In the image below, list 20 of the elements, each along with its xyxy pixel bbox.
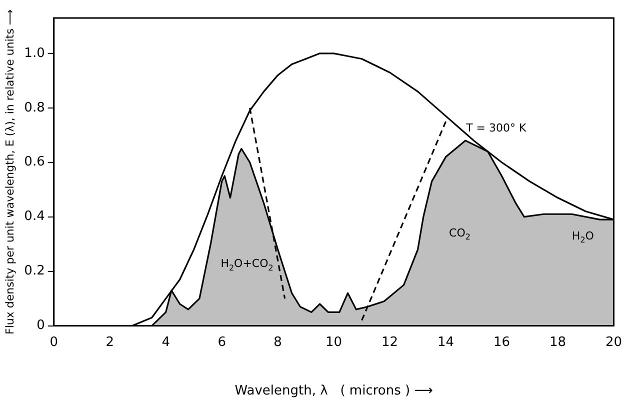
x-tick-label: 14 (438, 334, 454, 350)
x-tick-label: 18 (549, 334, 566, 350)
y-tick-label: 0.6 (24, 154, 45, 170)
x-tick-label: 0 (50, 334, 58, 350)
y-tick-label: 0.2 (24, 264, 45, 279)
x-tick-label: 2 (106, 334, 114, 350)
x-tick-label: 12 (382, 334, 398, 350)
x-tick-label: 20 (605, 334, 622, 350)
x-tick-label: 8 (274, 334, 282, 350)
x-tick-label: 6 (218, 334, 226, 350)
y-tick-label: 0.4 (24, 209, 45, 224)
x-axis-title: Wavelength, λ ( microns ) ⟶ (234, 384, 433, 399)
x-tick-label: 10 (326, 334, 342, 350)
y-tick-label: 0.8 (24, 100, 45, 116)
annotation: T = 300° K (465, 122, 528, 135)
y-tick-label: 1.0 (24, 46, 45, 61)
x-tick-label: 16 (493, 334, 510, 350)
y-tick-label: 0 (36, 318, 45, 334)
y-axis-title: Flux density per unit wavelength, E (λ), in relative units ⟶ (3, 9, 16, 334)
x-tick-label: 4 (162, 334, 170, 350)
